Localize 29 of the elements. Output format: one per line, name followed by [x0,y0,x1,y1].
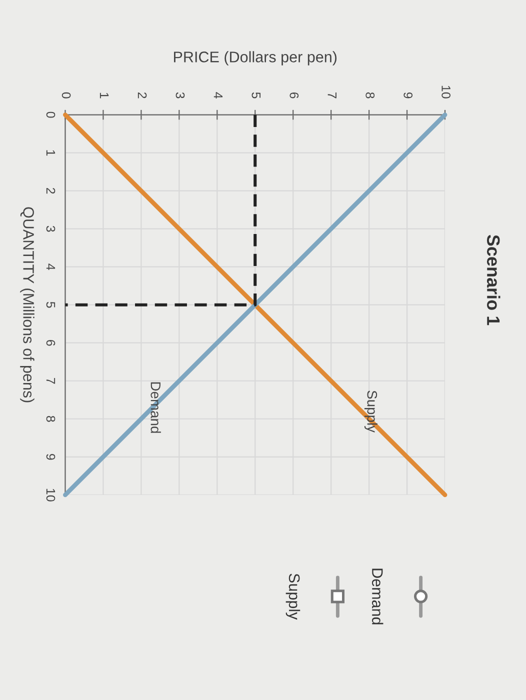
y-axis-title: QUANTITY (Millions of pens) [20,207,34,402]
y-tick-label: 9 [46,454,56,460]
y-tick-label: 2 [46,188,56,194]
text: Demand [150,382,161,433]
y-tick-label: 5 [46,302,56,308]
y-tick-label: 6 [46,340,56,346]
x-tick-label: 1 [100,92,109,98]
y-tick-label: 8 [46,416,56,422]
x-tick-label: 8 [366,92,375,98]
x-tick-label: 0 [62,92,71,98]
text: Supply [364,390,378,432]
x-tick-label: 6 [290,92,299,98]
x-axis-title: PRICE (Dollars per pen) [174,51,337,66]
x-tick-label: 7 [328,92,336,98]
y-tick-label: 4 [46,264,56,270]
x-tick-label: 10 [442,86,450,98]
x-tick-label: 4 [214,92,222,98]
x-tick-label: 5 [252,92,260,98]
x-tick-label: 9 [404,92,413,98]
x-tick-label: 2 [138,92,147,98]
x-tick-label: 3 [176,92,185,98]
text: Supply [286,574,300,620]
y-tick-label: 1 [46,150,56,156]
text: Demand [372,568,384,624]
text: Scenario 1 [486,234,500,326]
y-tick-label: 7 [46,378,56,384]
y-tick-label: 0 [46,112,56,118]
y-tick-label: 3 [46,226,56,232]
y-tick-label: 10 [46,488,56,502]
